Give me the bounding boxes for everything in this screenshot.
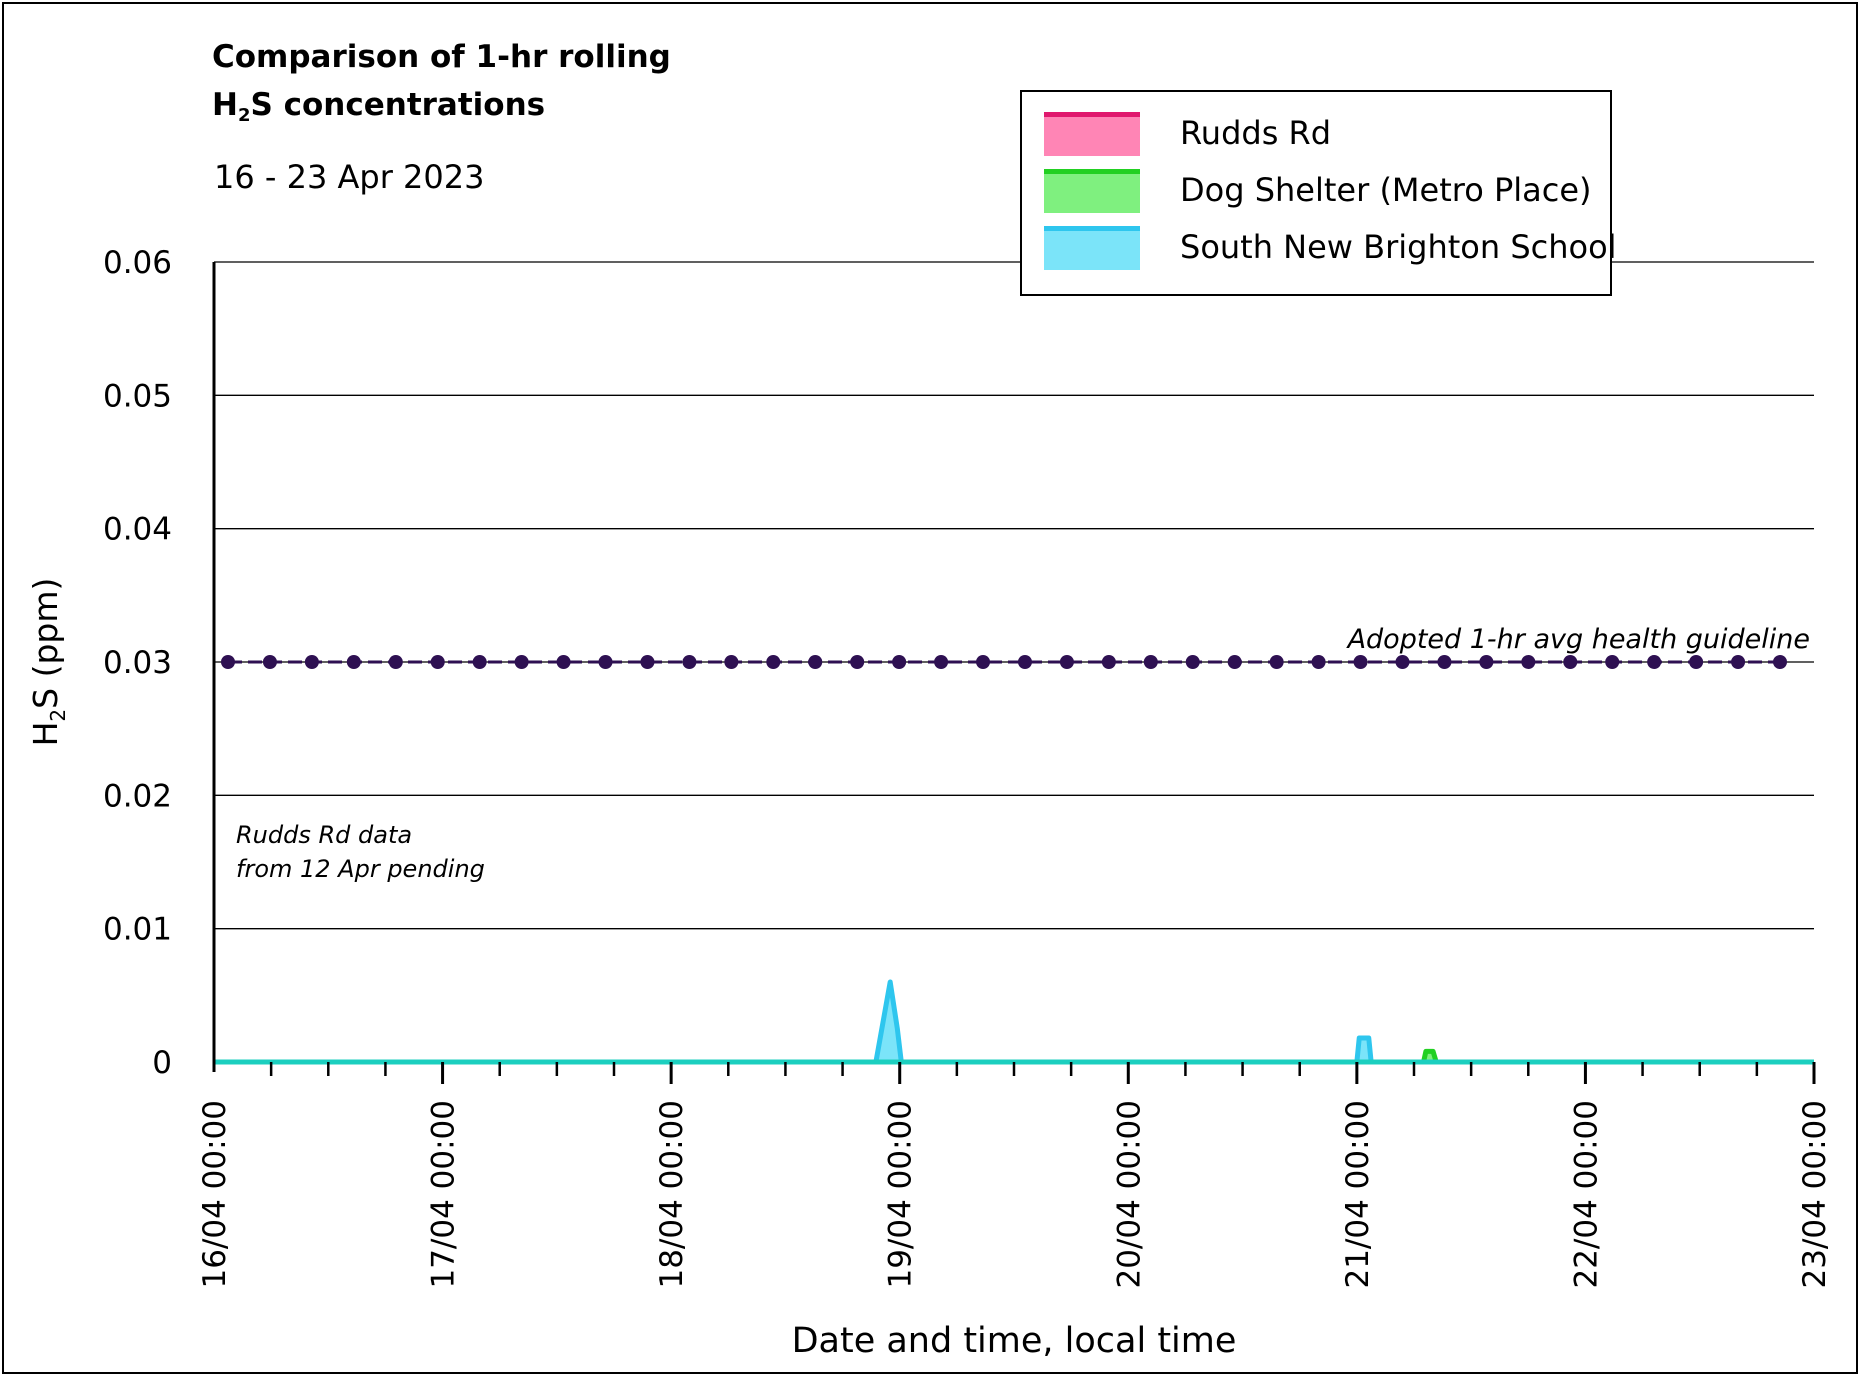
guideline-marker: [934, 655, 949, 669]
x-tick-label: 20/04 00:00: [1111, 1100, 1147, 1289]
x-tick-label: 16/04 00:00: [197, 1100, 233, 1289]
guideline-marker: [430, 655, 445, 669]
chart-title-line2: H2S concentrations: [212, 87, 546, 126]
guideline-marker: [346, 655, 361, 669]
guideline-marker: [682, 655, 697, 669]
legend-label-rudds-rd: Rudds Rd: [1180, 114, 1332, 152]
guideline-marker: [1395, 655, 1410, 669]
guideline-marker: [1017, 655, 1032, 669]
guideline-marker: [1605, 655, 1620, 669]
guideline-marker: [1143, 655, 1158, 669]
axes: [212, 262, 1816, 1084]
guideline-marker: [1773, 655, 1787, 669]
guideline-marker: [1185, 655, 1200, 669]
chart-title-line1: Comparison of 1-hr rolling: [212, 39, 671, 75]
chart-subtitle: 16 - 23 Apr 2023: [214, 158, 485, 196]
guideline-marker: [598, 655, 613, 669]
x-tick-label: 18/04 00:00: [654, 1100, 690, 1289]
legend-swatch-rudds-rd: [1044, 112, 1140, 156]
guideline-marker: [808, 655, 823, 669]
guideline-marker: [304, 655, 319, 669]
guideline-marker: [221, 655, 235, 669]
guideline-marker: [1731, 655, 1746, 669]
guideline-marker: [1479, 655, 1494, 669]
guideline-marker: [262, 655, 277, 669]
guideline-layer: [221, 655, 1787, 669]
x-tick-label: 21/04 00:00: [1340, 1100, 1376, 1289]
y-tick-label: 0.05: [103, 378, 172, 414]
guideline-marker: [766, 655, 781, 669]
y-tick-label: 0.03: [103, 645, 172, 681]
series-areas: [214, 979, 1814, 1065]
guideline-marker: [388, 655, 403, 669]
guideline-marker: [976, 655, 991, 669]
legend: Rudds Rd Dog Shelter (Metro Place) South…: [1020, 90, 1617, 296]
annotation-line2: from 12 Apr pending: [236, 855, 485, 883]
series-area: [214, 982, 1814, 1062]
guideline-marker: [1059, 655, 1074, 669]
x-tick-label: 22/04 00:00: [1568, 1100, 1604, 1289]
chart-text: 0 0.01 0.02 0.03 0.04 0.05 0.06 Adopted 1-hr av…: [26, 245, 1833, 1361]
guideline-marker: [1437, 655, 1452, 669]
legend-swatch-south-new-brighton: [1044, 226, 1140, 270]
x-tick-label: 23/04 00:00: [1797, 1100, 1833, 1289]
legend-label-dog-shelter: Dog Shelter (Metro Place): [1180, 171, 1592, 209]
guideline-marker: [1521, 655, 1536, 669]
x-axis-label: Date and time, local time: [792, 1321, 1237, 1361]
x-tick-label: 17/04 00:00: [426, 1100, 462, 1289]
guideline-marker: [1269, 655, 1284, 669]
guideline-label: Adopted 1-hr avg health guideline: [1346, 624, 1810, 655]
guideline-marker: [1101, 655, 1116, 669]
guideline-marker: [1353, 655, 1368, 669]
y-axis-label: H2S (ppm): [26, 578, 70, 747]
y-tick-label: 0.01: [103, 912, 172, 948]
y-tick-label: 0: [152, 1045, 172, 1081]
guideline-marker: [514, 655, 529, 669]
guideline-marker: [556, 655, 571, 669]
series-line: [214, 979, 1814, 1065]
guideline-marker: [472, 655, 487, 669]
legend-swatch-dog-shelter: [1044, 169, 1140, 213]
y-tick-label: 0.06: [103, 245, 172, 281]
grid-lines: [214, 261, 1814, 930]
y-tick-label: 0.04: [103, 512, 172, 548]
guideline-marker: [1563, 655, 1578, 669]
guideline-marker: [640, 655, 655, 669]
annotation-line1: Rudds Rd data: [236, 821, 412, 849]
guideline-marker: [850, 655, 865, 669]
guideline-marker: [1227, 655, 1242, 669]
guideline-marker: [1311, 655, 1326, 669]
guideline-marker: [1647, 655, 1662, 669]
guideline-marker: [724, 655, 739, 669]
legend-label-south-new-brighton: South New Brighton School: [1180, 228, 1617, 266]
guideline-marker: [1689, 655, 1704, 669]
x-tick-label: 19/04 00:00: [883, 1100, 919, 1289]
guideline-marker: [892, 655, 907, 669]
y-tick-label: 0.02: [103, 778, 172, 814]
